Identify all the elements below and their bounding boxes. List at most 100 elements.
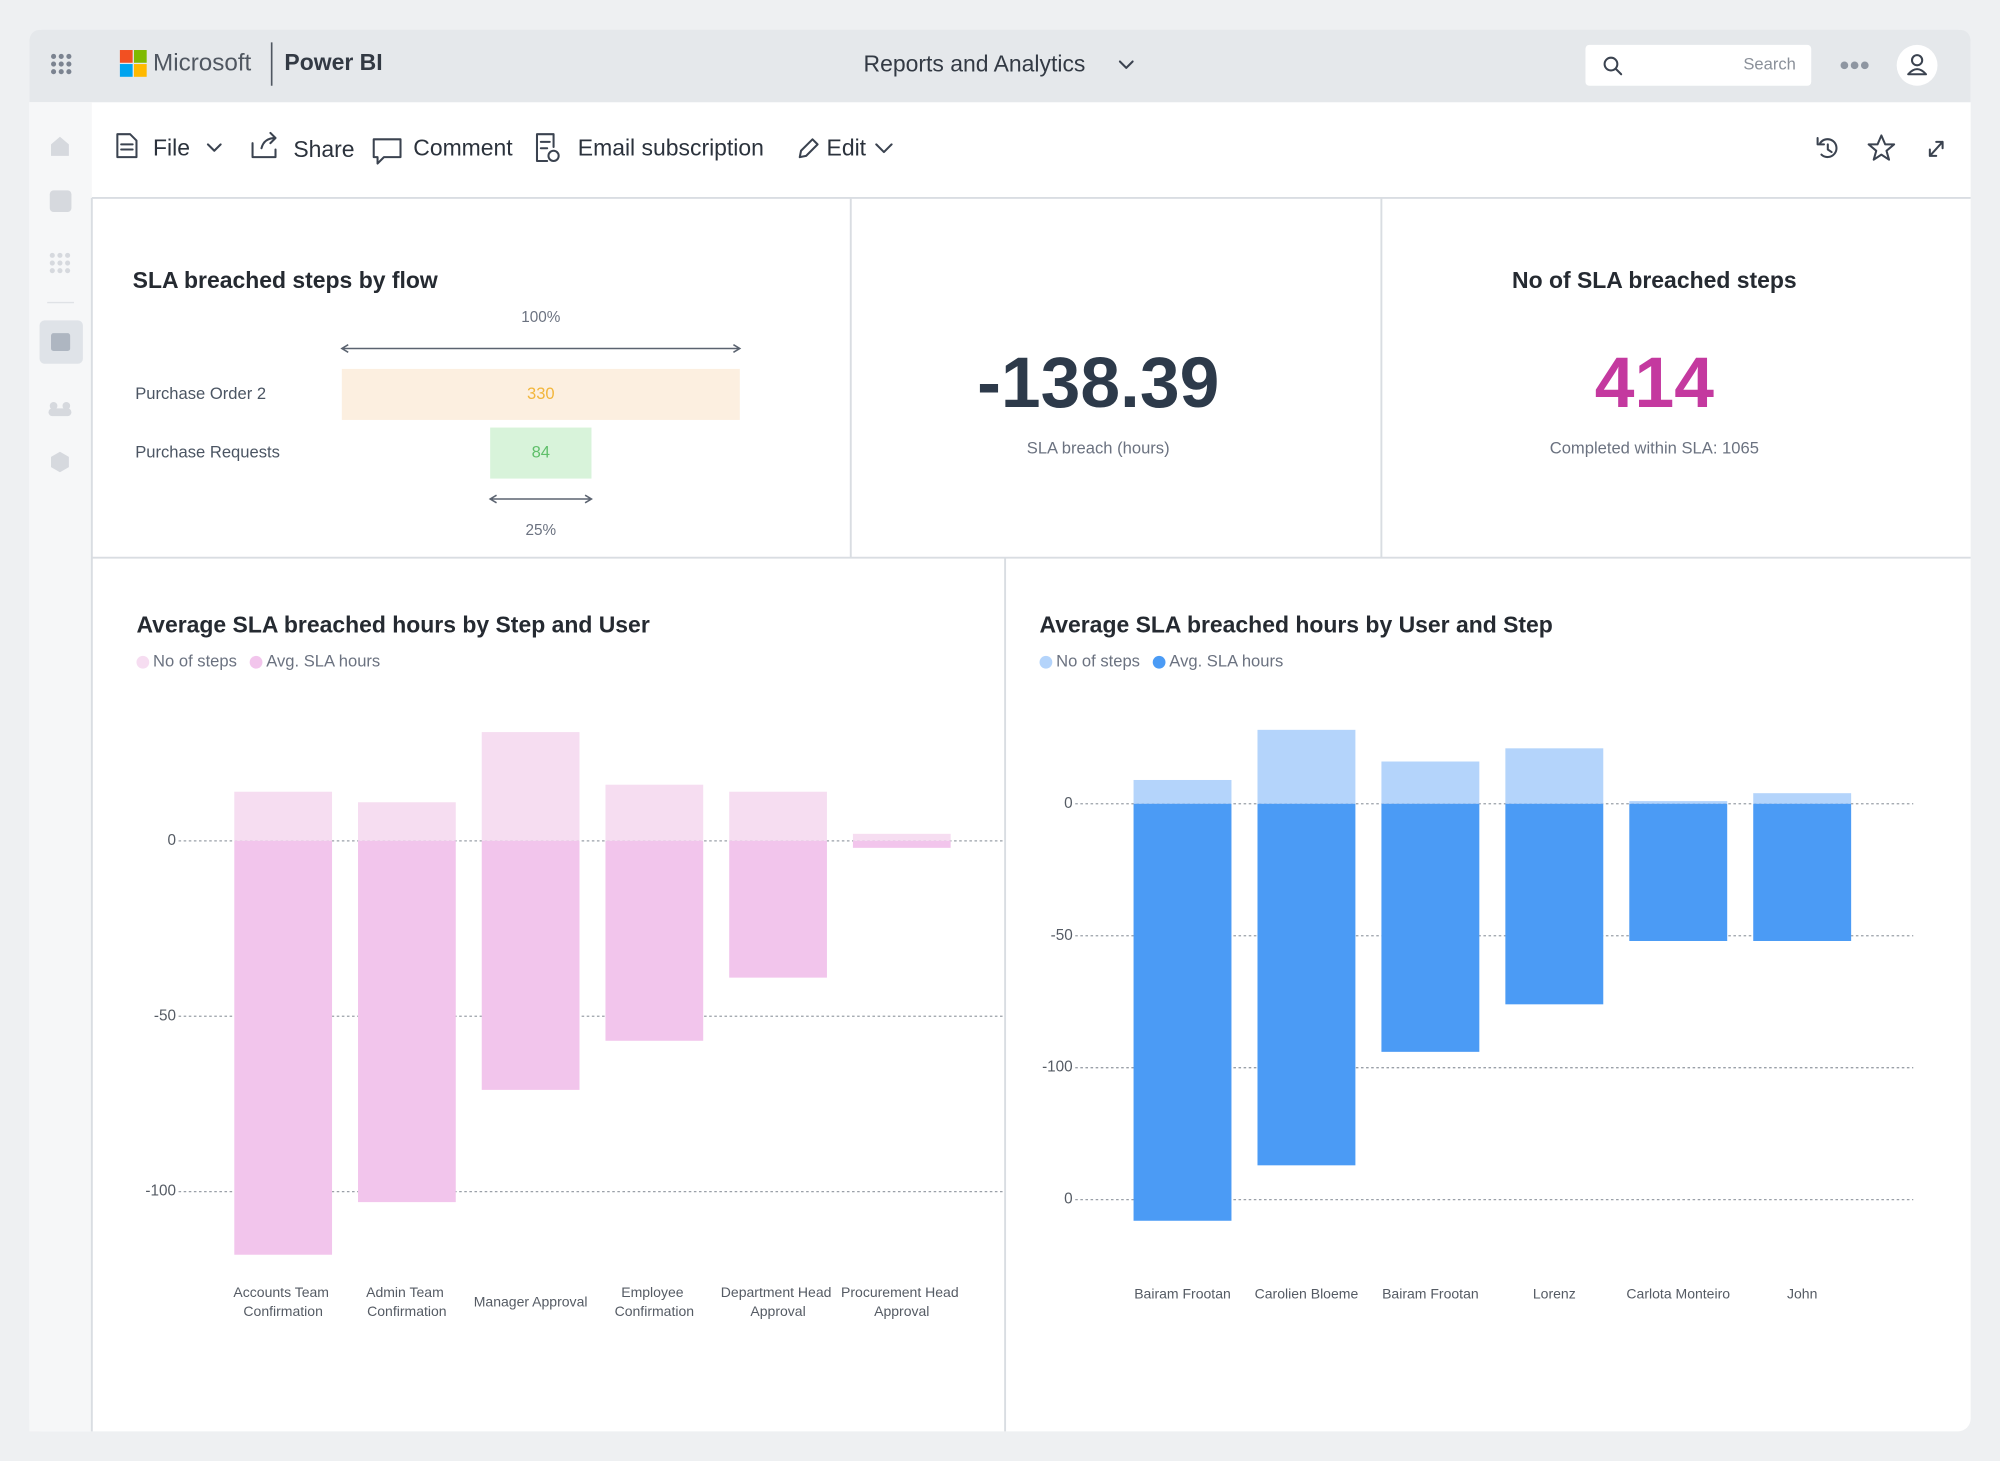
nav-create[interactable] bbox=[49, 190, 72, 213]
legend-marker bbox=[136, 655, 150, 669]
legend-label: Avg. SLA hours bbox=[1169, 652, 1283, 671]
favorite-button[interactable] bbox=[1867, 134, 1896, 161]
search-icon bbox=[1603, 56, 1623, 76]
bar bbox=[481, 732, 580, 841]
nav-learn[interactable] bbox=[51, 451, 69, 473]
bar bbox=[1133, 779, 1232, 804]
chart-title: SLA breached steps by flow bbox=[133, 267, 438, 293]
kpi-value: 414 bbox=[1595, 343, 1714, 423]
bar bbox=[358, 840, 456, 1203]
kpi-label: Completed within SLA: 1065 bbox=[1550, 439, 1759, 458]
app-launcher[interactable] bbox=[51, 53, 72, 75]
funnel-category: Purchase Order 2 bbox=[135, 384, 266, 403]
chart-title: Average SLA breached hours by User and S… bbox=[1040, 612, 1553, 638]
x-tick-label: Bairam Frootan bbox=[1134, 1286, 1231, 1302]
toolbar-file[interactable]: File bbox=[153, 135, 190, 161]
edit-dropdown[interactable] bbox=[875, 143, 893, 154]
funnel-value: 330 bbox=[527, 384, 555, 403]
bar bbox=[1753, 803, 1852, 941]
y-tick-label: 0 bbox=[1064, 1191, 1073, 1208]
header-bar bbox=[29, 29, 1971, 103]
bar bbox=[1629, 801, 1728, 804]
microsoft-logo bbox=[119, 50, 147, 77]
bar bbox=[1753, 793, 1852, 804]
x-tick-label: Procurement Head Approval bbox=[841, 1284, 963, 1319]
bar bbox=[358, 802, 456, 841]
file-icon bbox=[116, 133, 138, 159]
funnel-bar bbox=[341, 368, 740, 420]
avatar-icon bbox=[1907, 54, 1928, 76]
funnel-annotation: 100% bbox=[521, 309, 561, 326]
bar bbox=[729, 791, 827, 841]
x-tick-label: Employee Confirmation bbox=[615, 1284, 694, 1319]
bar bbox=[852, 833, 951, 841]
nav-apps[interactable] bbox=[49, 252, 71, 274]
kpi-value: -138.39 bbox=[977, 343, 1219, 423]
bar bbox=[605, 840, 704, 1041]
search-box[interactable] bbox=[1585, 44, 1812, 86]
legend-label: Avg. SLA hours bbox=[266, 652, 380, 671]
email-icon-clock bbox=[547, 149, 560, 163]
bar bbox=[852, 840, 951, 848]
panel-borders bbox=[90, 197, 1971, 1432]
x-tick-label: Lorenz bbox=[1533, 1286, 1576, 1302]
x-tick-label: Accounts Team Confirmation bbox=[233, 1284, 332, 1319]
toolbar-edit[interactable]: Edit bbox=[827, 135, 867, 161]
x-tick-label: Admin Team Confirmation bbox=[366, 1284, 448, 1319]
edit-icon bbox=[798, 138, 819, 159]
bar bbox=[1381, 803, 1480, 1052]
funnel-annotation: 25% bbox=[526, 522, 557, 539]
y-tick-label: 0 bbox=[168, 832, 177, 849]
sidebar bbox=[29, 102, 92, 1432]
legend-label: No of steps bbox=[153, 652, 237, 671]
legend-marker bbox=[1152, 655, 1166, 669]
bar bbox=[234, 791, 333, 841]
toolbar-share[interactable]: Share bbox=[293, 136, 354, 162]
bar bbox=[1381, 761, 1480, 804]
bar bbox=[605, 784, 704, 841]
bar bbox=[1629, 803, 1728, 941]
funnel-category: Purchase Requests bbox=[135, 442, 280, 461]
bar bbox=[481, 840, 580, 1090]
kpi-label: SLA breach (hours) bbox=[1027, 439, 1170, 458]
funnel-arrow bbox=[488, 494, 593, 504]
x-tick-label: Carolien Bloeme bbox=[1255, 1286, 1359, 1302]
y-tick-label: -100 bbox=[1042, 1059, 1073, 1076]
legend-marker bbox=[249, 655, 263, 669]
legend-label: No of steps bbox=[1056, 652, 1140, 671]
fullscreen-button[interactable] bbox=[1928, 140, 1944, 157]
bar bbox=[1257, 729, 1356, 804]
bar bbox=[1133, 803, 1232, 1221]
report-dropdown[interactable] bbox=[1118, 60, 1134, 69]
nav-people[interactable] bbox=[48, 402, 72, 417]
brand: Microsoft bbox=[153, 49, 252, 76]
legend-marker bbox=[1039, 655, 1053, 669]
more-button[interactable] bbox=[1840, 61, 1869, 70]
bar bbox=[1257, 803, 1356, 1166]
bar bbox=[234, 840, 333, 1255]
product: Power BI bbox=[284, 49, 382, 75]
y-tick-label: -100 bbox=[145, 1183, 176, 1200]
email-icon bbox=[535, 133, 555, 163]
x-tick-label: John bbox=[1787, 1286, 1817, 1302]
toolbar-email-subscription[interactable]: Email subscription bbox=[578, 135, 764, 161]
y-tick-label: 0 bbox=[1064, 795, 1073, 812]
x-tick-label: Carlota Monteiro bbox=[1626, 1286, 1730, 1302]
share-icon bbox=[251, 131, 277, 159]
x-tick-label: Bairam Frootan bbox=[1382, 1286, 1479, 1302]
x-tick-label: Department Head Approval bbox=[721, 1284, 836, 1319]
report-title[interactable]: Reports and Analytics bbox=[864, 50, 1086, 76]
nav-reports-icon bbox=[51, 333, 71, 352]
bar bbox=[1505, 803, 1604, 1005]
comment-icon bbox=[372, 138, 402, 165]
chart-title: Average SLA breached hours by Step and U… bbox=[136, 612, 649, 638]
bar bbox=[1505, 748, 1604, 804]
toolbar-comment[interactable]: Comment bbox=[413, 135, 513, 161]
kpi-title: No of SLA breached steps bbox=[1512, 267, 1797, 293]
history-button[interactable] bbox=[1816, 137, 1838, 159]
file-dropdown[interactable] bbox=[206, 143, 222, 152]
y-tick-label: -50 bbox=[1051, 927, 1073, 944]
nav-home[interactable] bbox=[51, 136, 69, 156]
